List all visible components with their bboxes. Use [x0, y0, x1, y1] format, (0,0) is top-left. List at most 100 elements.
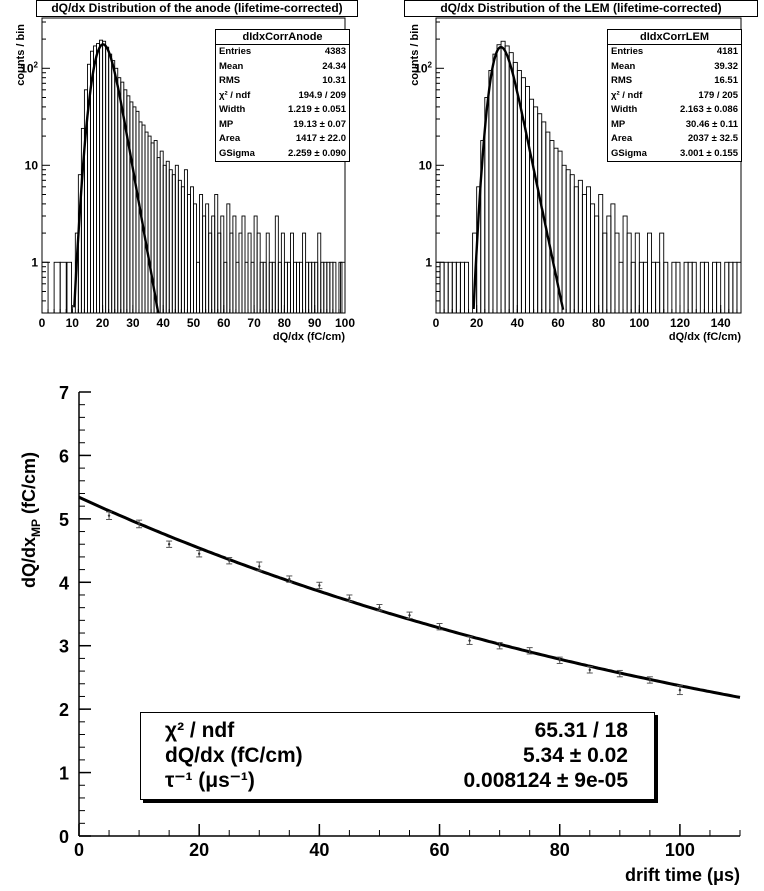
histogram-bin — [699, 261, 705, 314]
histogram-bin — [663, 261, 669, 314]
histogram-bin — [500, 40, 506, 314]
histogram-bin — [598, 194, 604, 314]
panel-title-lem: dQ/dx Distribution of the LEM (lifetime-… — [404, 0, 758, 17]
histogram-bin — [671, 261, 677, 314]
stats-label: Entries — [611, 46, 644, 57]
histogram-bin — [508, 52, 514, 314]
data-point — [378, 606, 381, 609]
data-point — [107, 514, 111, 517]
x-tick-label: 20 — [96, 316, 110, 330]
data-point — [438, 625, 441, 628]
histogram-bin — [193, 203, 197, 314]
histogram-bin — [305, 261, 310, 314]
histogram-bin — [687, 261, 693, 314]
histogram-bin — [108, 53, 113, 314]
data-point — [528, 649, 531, 652]
histogram-bin — [241, 215, 246, 314]
fit-curve — [472, 45, 565, 310]
histogram-bin — [581, 194, 587, 314]
histogram-bin — [105, 46, 110, 314]
histogram-bin — [280, 232, 285, 314]
histogram-bin — [229, 232, 234, 314]
data-point — [558, 659, 561, 662]
histogram-bin — [265, 232, 270, 314]
x-tick-label: 60 — [430, 840, 450, 860]
histogram-bin — [238, 232, 243, 314]
x-tick-label: 100 — [629, 316, 649, 330]
histogram-bin — [602, 232, 608, 314]
histogram-bin — [205, 203, 210, 314]
stats-name: dIdxCorrAnode — [216, 30, 349, 45]
x-tick-label: 10 — [66, 316, 80, 330]
y-tick-label: 1 — [425, 255, 432, 269]
histogram-bin — [329, 261, 334, 314]
histogram-bin — [226, 203, 231, 314]
stats-value: 2.259 ± 0.090 — [287, 147, 346, 159]
histogram-bin — [299, 261, 304, 314]
histogram-bin — [293, 261, 297, 314]
histogram-bin — [630, 261, 636, 314]
fit-label: τ⁻¹ (μs⁻¹) — [165, 769, 255, 792]
histogram-bin — [675, 261, 681, 314]
histogram-bin — [728, 261, 734, 314]
x-tick-label: 100 — [665, 840, 695, 860]
histogram-bin — [174, 164, 179, 314]
histogram-bin — [96, 43, 101, 314]
histogram-bin — [447, 261, 453, 314]
y-tick-label: 0 — [59, 827, 69, 847]
histogram-bin — [286, 261, 291, 314]
data-point — [348, 596, 351, 600]
histogram-bin — [171, 174, 176, 314]
stats-row: Width 1.219 ± 0.051 — [216, 103, 349, 118]
stats-label: Mean — [611, 60, 636, 72]
data-point — [618, 672, 622, 675]
histogram-bin — [642, 261, 648, 314]
histogram-bin — [274, 215, 279, 314]
stats-label: Entries — [219, 46, 252, 57]
histogram-bin — [732, 261, 738, 314]
histogram-bin — [577, 179, 583, 314]
histogram-bin — [114, 67, 119, 314]
stats-box-lem: dIdxCorrLEM Entries 4181 Mean 39.32 RMS 16.… — [607, 29, 742, 162]
fit-row: dQ/dx (fC/cm) 5.34 ± 0.02 — [141, 743, 654, 768]
histogram-bin — [455, 261, 461, 314]
histogram-bin — [302, 232, 307, 314]
stats-row: RMS 16.51 — [608, 74, 741, 89]
histogram-bin — [537, 113, 543, 314]
y-tick-label: 5 — [59, 510, 69, 530]
stats-label: χ² / ndf — [611, 89, 643, 101]
x-tick-label: 80 — [550, 840, 570, 860]
y-tick-label: 10 — [25, 158, 39, 172]
x-tick-label: 60 — [551, 316, 565, 330]
histogram-bin — [590, 203, 596, 314]
stats-label: GSigma — [219, 147, 255, 159]
histogram-bin — [606, 215, 612, 314]
stats-row: MP 19.13 ± 0.07 — [216, 118, 349, 133]
stats-label: RMS — [219, 75, 241, 86]
histogram-bin — [716, 261, 722, 314]
histogram-bin — [183, 169, 188, 314]
x-tick-label: 0 — [433, 316, 440, 330]
data-point — [137, 522, 141, 526]
histogram-bin — [117, 77, 122, 314]
stats-label: Width — [219, 104, 246, 115]
histogram-bin — [211, 215, 216, 314]
histogram-bin — [614, 232, 620, 314]
histogram-bin — [144, 131, 149, 314]
fit-value: 65.31 / 18 — [534, 719, 628, 742]
histogram-bin — [235, 261, 240, 314]
histogram-bin — [208, 232, 213, 314]
histogram-bin — [180, 186, 185, 314]
x-tick-label: 20 — [189, 840, 209, 860]
data-point — [648, 678, 652, 682]
stats-row: Entries 4383 — [216, 45, 349, 60]
y-tick-label: 1 — [31, 255, 38, 269]
stats-value: 4383 — [324, 46, 346, 57]
data-point — [318, 584, 321, 587]
histogram-bin — [41, 261, 49, 314]
data-point — [498, 644, 501, 647]
histogram-bin — [326, 261, 331, 314]
stats-row: χ² / ndf 194.9 / 209 — [216, 89, 349, 104]
stats-row: GSigma 2.259 ± 0.090 — [216, 147, 349, 162]
histogram-bin — [525, 85, 530, 314]
